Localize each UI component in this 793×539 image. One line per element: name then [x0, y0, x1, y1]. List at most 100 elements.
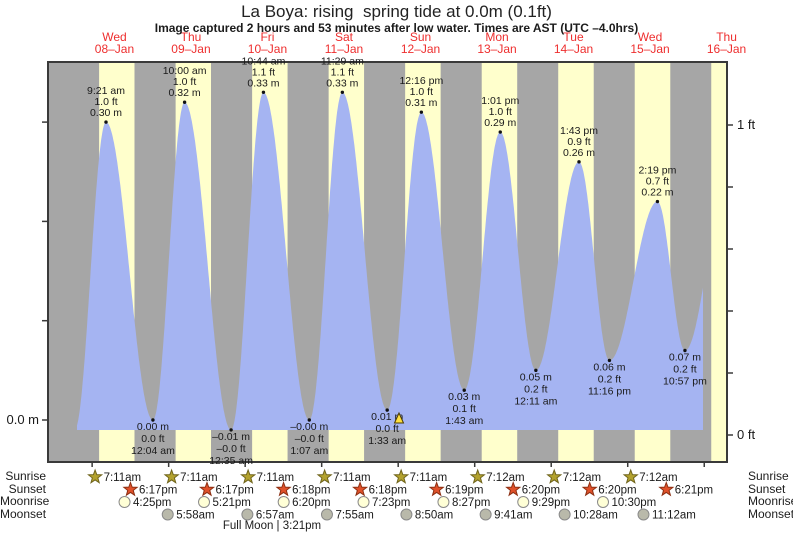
- high-tide-label: 0.33 m: [247, 77, 279, 89]
- sunrise-time: 7:12am: [639, 472, 677, 484]
- moonset-time: 7:55am: [335, 510, 373, 522]
- current-time-marker-icon: [393, 411, 405, 424]
- tide-point: [607, 358, 612, 363]
- high-tide-label: 1:43 pm: [560, 125, 598, 137]
- sunset-icon: [428, 481, 445, 497]
- date-label: 13–Jan: [477, 42, 516, 56]
- tide-point: [577, 160, 581, 164]
- moonset-row-label-right: Moonset: [748, 507, 793, 521]
- sunrise-time: 7:11am: [104, 472, 142, 484]
- low-tide-label: 0.2 ft: [673, 363, 696, 375]
- moonrise-icon: [357, 496, 370, 508]
- sunrise-icon: [546, 468, 563, 484]
- tide-point: [534, 368, 538, 373]
- sunset-icon: [505, 481, 522, 497]
- low-tide-label: 0.2 ft: [598, 373, 621, 385]
- high-tide-label: 0.26 m: [563, 147, 595, 159]
- high-tide-label: 0.29 m: [484, 117, 516, 129]
- sunset-icon: [581, 481, 598, 497]
- moonrise-time: 9:29pm: [532, 497, 570, 509]
- moonrise-time: 4:25pm: [133, 497, 171, 509]
- high-tide-label: 1.0 ft: [489, 106, 512, 118]
- sunset-icon: [198, 481, 216, 497]
- tide-area: [77, 92, 703, 431]
- right-axis-label-top: 1 ft: [737, 117, 755, 132]
- moonset-time: 10:28am: [573, 510, 618, 522]
- date-label: 15–Jan: [630, 42, 669, 56]
- day-band: [711, 62, 727, 462]
- sunset-time: 6:20pm: [598, 485, 636, 497]
- low-tide-label: 0.00 m: [137, 421, 169, 433]
- sunrise-row-label-right: Sunrise: [748, 469, 789, 483]
- tide-point: [498, 130, 502, 134]
- date-label: 11–Jan: [325, 42, 363, 56]
- date-label: 08–Jan: [95, 42, 134, 56]
- tide-point: [261, 90, 266, 95]
- moonset-icon: [558, 508, 571, 521]
- high-tide-label: 0.32 m: [169, 87, 201, 99]
- tide-point: [385, 408, 389, 412]
- day-label: Mon: [485, 30, 508, 44]
- sunrise-icon: [469, 468, 486, 484]
- high-tide-label: 1.0 ft: [173, 76, 196, 88]
- high-tide-label: 0.33 m: [326, 77, 358, 89]
- sunrise-icon: [316, 468, 333, 484]
- day-label: Sun: [410, 30, 431, 44]
- day-label: Wed: [638, 30, 662, 44]
- low-tide-label: 0.05 m: [520, 371, 552, 383]
- sunrise-icon: [393, 468, 410, 484]
- low-tide-label: 12:11 am: [514, 395, 557, 407]
- day-label: Fri: [260, 30, 274, 44]
- low-tide-label: 10:57 pm: [663, 375, 707, 387]
- moonrise-icon: [118, 496, 131, 508]
- right-axis-label-bottom: 0 ft: [737, 427, 755, 442]
- sunset-time: 6:17pm: [139, 485, 177, 497]
- moonrise-time: 6:20pm: [292, 497, 330, 509]
- sunrise-icon: [240, 468, 257, 484]
- plot-border: [47, 61, 728, 463]
- sunrise-row-label-left: Sunrise: [5, 469, 46, 483]
- chart-title: La Boya: rising spring tide at 0.0m (0.1…: [241, 2, 552, 21]
- day-label: Sat: [335, 30, 354, 44]
- low-tide-label: 12:35 am: [209, 455, 253, 467]
- date-label: 12–Jan: [401, 42, 440, 56]
- moonset-icon: [241, 508, 254, 521]
- low-tide-label: 12:04 am: [131, 445, 175, 457]
- moonset-time: 6:57am: [256, 510, 294, 522]
- day-label: Thu: [716, 30, 737, 44]
- day-label: Wed: [102, 30, 126, 44]
- high-tide-label: 1.1 ft: [331, 66, 354, 78]
- low-tide-label: –0.0 ft: [216, 443, 245, 455]
- high-tide-label: 12:16 pm: [399, 75, 443, 87]
- date-label: 10–Jan: [248, 42, 287, 56]
- low-tide-label: 0.07 m: [669, 351, 701, 363]
- high-tide-label: 0.7 ft: [646, 176, 669, 188]
- tide-point: [655, 199, 660, 204]
- low-tide-label: –0.01 m: [212, 431, 250, 443]
- sunset-icon: [658, 481, 675, 497]
- sunset-time: 6:20pm: [522, 485, 560, 497]
- low-tide-label: 11:16 pm: [588, 385, 631, 397]
- moonrise-time: 8:27pm: [452, 497, 490, 509]
- moonrise-icon: [198, 496, 211, 508]
- low-tide-label: 0.03 m: [448, 391, 480, 403]
- sunset-time: 6:18pm: [292, 485, 330, 497]
- sunset-row-label-right: Sunset: [748, 482, 786, 496]
- low-tide-label: 1:33 am: [368, 435, 406, 447]
- high-tide-label: 1.0 ft: [410, 86, 433, 98]
- sunrise-time: 7:11am: [410, 472, 448, 484]
- tide-point: [104, 120, 108, 124]
- moonrise-time: 10:30pm: [612, 497, 657, 509]
- chart-subtitle: Image captured 2 hours and 53 minutes af…: [154, 21, 639, 35]
- moonset-icon: [320, 508, 333, 521]
- date-label: 09–Jan: [171, 42, 210, 56]
- high-tide-label: 1.0 ft: [94, 96, 117, 108]
- high-tide-label: 2:19 pm: [638, 165, 676, 177]
- moonrise-time: 5:21pm: [213, 497, 251, 509]
- moonrise-row-label-left: Moonrise: [0, 494, 50, 508]
- low-tide-label: 0.2 ft: [524, 383, 547, 395]
- high-tide-label: 10:44 am: [242, 55, 286, 67]
- tide-point: [419, 110, 424, 114]
